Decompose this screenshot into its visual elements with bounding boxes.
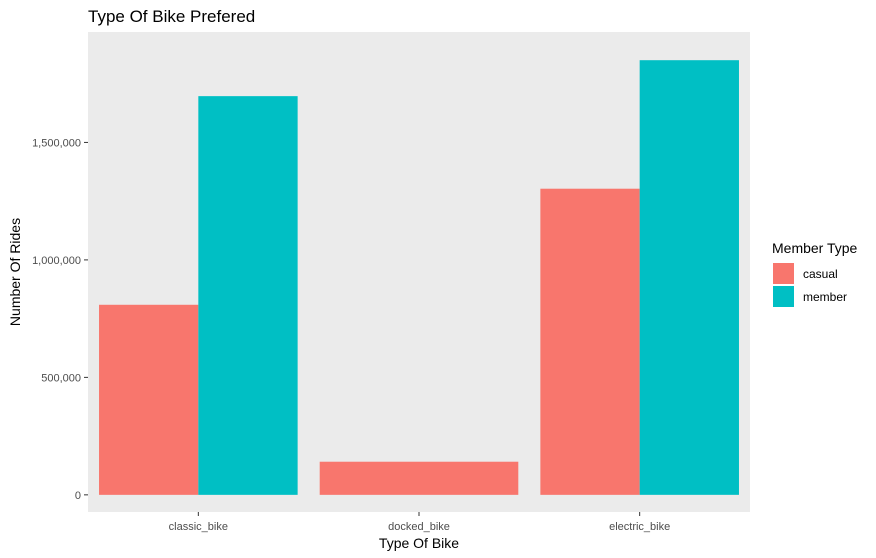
y-tick-label: 1,500,000 (32, 137, 81, 149)
x-axis: classic_bike docked_bike electric_bike (169, 512, 670, 533)
x-tick-label: classic_bike (169, 521, 228, 533)
chart-title: Type Of Bike Prefered (88, 7, 255, 26)
bar-classic_bike-member (198, 96, 298, 495)
bars-group (99, 60, 739, 495)
y-tick-label: 500,000 (41, 372, 81, 384)
y-tick-label: 0 (75, 490, 81, 502)
x-tick-label: electric_bike (609, 521, 670, 533)
y-tick-label: 1,000,000 (32, 255, 81, 267)
y-axis: 0 500,000 1,000,000 1,500,000 (32, 137, 88, 502)
bar-electric_bike-member (639, 60, 739, 495)
x-axis-title: Type Of Bike (379, 535, 459, 551)
legend-key-member (773, 286, 794, 307)
legend-label-casual: casual (803, 267, 838, 281)
x-tick-label: docked_bike (388, 521, 450, 533)
legend-title: Member Type (772, 240, 858, 256)
y-axis-title: Number Of Rides (7, 218, 23, 326)
legend-key-casual (773, 263, 794, 284)
legend-label-member: member (803, 290, 847, 304)
legend: Member Type casual member (772, 240, 858, 307)
bar-electric_bike-casual (540, 188, 640, 495)
bar-classic_bike-casual (99, 304, 199, 495)
bar-docked_bike-casual (319, 461, 519, 495)
